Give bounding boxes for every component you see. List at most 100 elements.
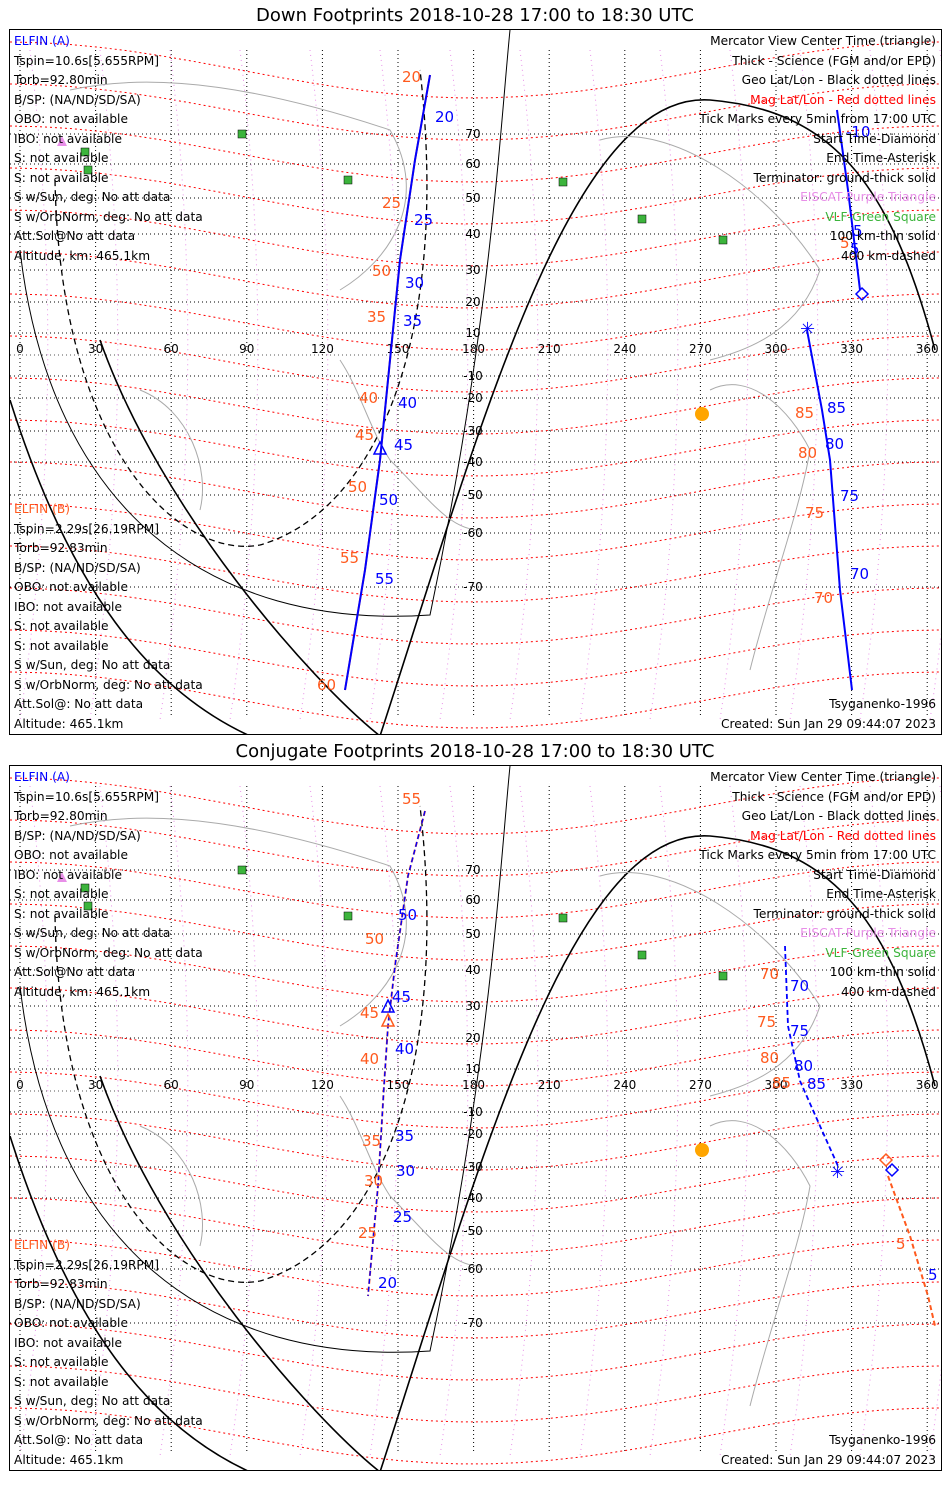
track-tick-label: 5 — [850, 240, 860, 258]
mag-parallel — [10, 209, 941, 267]
track-tick-label: 25 — [414, 211, 433, 229]
legend-item: 400 km-dashed — [841, 984, 936, 999]
legend-item: Start Time-Diamond — [813, 867, 936, 882]
mag-tick-label: 50 — [365, 930, 384, 948]
mag-tick-label: 35 — [362, 1132, 381, 1150]
center-time-triangle-icon — [372, 440, 388, 455]
legend: Mercator View Center Time (triangle) Thi… — [699, 768, 936, 1002]
sun-icon — [695, 407, 709, 421]
elfin-b-track-south — [806, 329, 853, 691]
mag-meridian — [719, 785, 749, 1457]
lat-tick-label: 70 — [465, 863, 480, 877]
lon-tick-label: 60 — [164, 1078, 179, 1092]
mag-meridian — [509, 49, 539, 721]
track-tick-label: 45 — [394, 436, 413, 454]
terminator-line — [99, 339, 379, 734]
lat-tick-label: 30 — [465, 999, 480, 1013]
map-panel-conjugate: 0 30 60 90 120 150 180 210 240 270 300 330 360 70 60 50… — [9, 765, 942, 1471]
coastline — [339, 359, 481, 531]
mag-tick-label: 80 — [798, 444, 817, 462]
mag-tick-label: 20 — [402, 68, 421, 86]
info-line: Tspin=10.6s[5.655RPM] — [14, 789, 160, 804]
mag-meridian — [509, 785, 539, 1457]
vlf-station-icon — [80, 883, 90, 893]
mag-meridian — [439, 785, 469, 1457]
info-line: Altitude, km: 465.1km — [14, 248, 151, 263]
coastline — [709, 1120, 811, 1407]
legend-item: Thick - Science (FGM and/or EPD) — [732, 789, 936, 804]
mag-parallel — [10, 125, 941, 183]
track-tick-label: 30 — [396, 1162, 415, 1180]
info-line: B/SP: (NA/ND/SD/SA) — [14, 1296, 141, 1311]
track-tick-label: 45 — [392, 988, 411, 1006]
lat-tick-label: 20 — [465, 295, 480, 309]
info-line: Att.Sol@: No att data — [14, 697, 144, 711]
lat-tick-label: -50 — [463, 1224, 483, 1238]
lon-tick-label: 330 — [840, 342, 863, 356]
mag-parallel — [10, 167, 941, 225]
track-tick-label: -10 — [846, 123, 871, 141]
info-line: IBO: not available — [14, 1335, 122, 1350]
model-label: Tsyganenko-1996 — [829, 1433, 936, 1447]
lon-tick-label: 0 — [16, 342, 24, 356]
lat-tick-label: 20 — [465, 1031, 480, 1045]
elfin-a-track — [836, 109, 861, 291]
elfin-a-info: ELFIN (A) Tspin=10.6s[5.655RPM] Torb=92.… — [14, 32, 203, 266]
vlf-station-icon — [558, 913, 568, 923]
terminator-line — [10, 399, 248, 734]
mag-tick-label: 70 — [814, 589, 833, 607]
mag-parallel — [10, 335, 941, 393]
terminator-line — [10, 1135, 248, 1470]
legend-item: Geo Lat/Lon - Black dotted lines — [741, 809, 936, 823]
mag-meridian — [859, 785, 889, 1457]
track-tick-label: 40 — [395, 1040, 414, 1058]
mag-tick-label: 80 — [760, 1049, 779, 1067]
end-asterisk-icon: ✳ — [830, 1162, 845, 1183]
vlf-station-icon — [718, 971, 728, 981]
info-line: Tspin=10.6s[5.655RPM] — [14, 53, 160, 68]
panel-title: Conjugate Footprints 2018-10-28 17:00 to… — [235, 741, 715, 762]
info-line: S w/OrbNorm, deg: No att data — [14, 209, 203, 224]
track-tick-label: 80 — [825, 435, 844, 453]
track-tick-label: 5 — [928, 1266, 938, 1284]
lat-tick-label: 10 — [465, 1062, 480, 1076]
info-line: S w/Sun, deg: No att data — [14, 190, 171, 204]
elfin-b-info: ELFIN (B) Tspin=2.29s[26.19RPM] Torb=92.… — [14, 500, 203, 734]
mag-tick-label: 50 — [348, 478, 367, 496]
mag-parallel — [10, 671, 941, 729]
mag-tick-label: 45 — [360, 1004, 379, 1022]
info-line: S w/OrbNorm, deg: No att data — [14, 945, 203, 960]
info-line: OBO: not available — [14, 848, 128, 862]
mag-tick-label: 40 — [360, 1050, 379, 1068]
created-label: Created: Sun Jan 29 09:44:07 2023 — [721, 716, 936, 731]
lat-tick-label: 10 — [465, 326, 480, 340]
legend-item: 400 km-dashed — [841, 248, 936, 263]
mag-tick-label: 5 — [896, 1235, 906, 1253]
vlf-station-icon — [83, 165, 93, 175]
eiscat-triangle-icon — [57, 872, 67, 882]
lat-tick-label: 50 — [465, 191, 480, 205]
info-line: S: not available — [14, 638, 109, 653]
lon-tick-label: 30 — [88, 1078, 103, 1092]
legend-item: EISCAT-Purple Triangle — [800, 926, 936, 940]
mag-meridian — [89, 49, 119, 721]
mag-meridian — [159, 785, 189, 1457]
elfin-a-label: ELFIN (A) — [14, 770, 70, 784]
mag-meridian — [859, 49, 889, 721]
vlf-station-icon — [637, 950, 647, 960]
info-line: Torb=92.80min — [14, 809, 108, 823]
map-canvas: 0 30 60 90 120 150 180 210 240 270 300 330 360706050… — [10, 30, 941, 734]
mag-meridian — [719, 49, 749, 721]
mag-parallel — [10, 1029, 941, 1087]
lat-tick-label: 60 — [465, 157, 480, 171]
info-line: Tspin=2.29s[26.19RPM] — [14, 1257, 160, 1272]
track-tick-label: 35 — [403, 312, 422, 330]
mag-parallel — [10, 251, 941, 309]
track-tick-label: 80 — [794, 1057, 813, 1075]
mag-meridian — [19, 49, 49, 721]
terminator-line — [379, 835, 936, 1470]
model-label: Tsyganenko-1996 — [829, 697, 936, 711]
info-line: OBO: not available — [14, 1316, 128, 1330]
legend-item: VLF-Green Square — [825, 209, 936, 224]
mag-tick-label: 45 — [355, 426, 374, 444]
